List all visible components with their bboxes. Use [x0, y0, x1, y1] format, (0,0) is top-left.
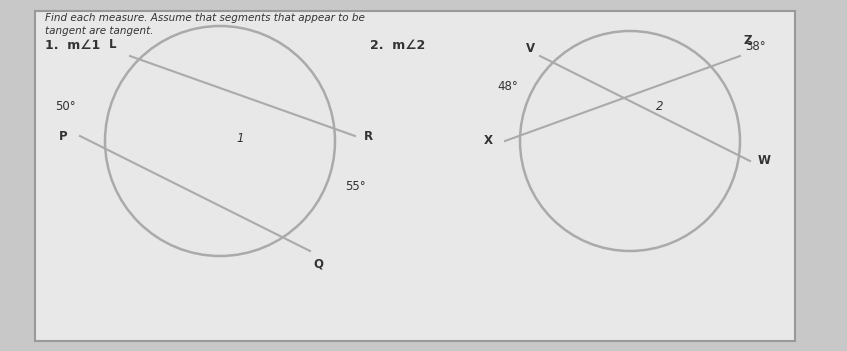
Text: L: L: [109, 39, 117, 52]
Text: 50°: 50°: [55, 99, 75, 113]
Text: 1: 1: [236, 132, 244, 145]
Text: 1.  m∠1: 1. m∠1: [45, 39, 100, 52]
Bar: [35, 11, 795, 341]
Text: 55°: 55°: [345, 179, 365, 192]
Text: W: W: [757, 154, 771, 167]
Text: Find each measure. Assume that segments that appear to be: Find each measure. Assume that segments …: [45, 13, 365, 23]
Text: 2: 2: [656, 99, 664, 113]
Text: Q: Q: [313, 258, 323, 271]
Text: 48°: 48°: [498, 79, 518, 93]
Text: X: X: [484, 134, 492, 147]
Text: Z: Z: [744, 34, 752, 47]
Text: 38°: 38°: [745, 40, 766, 53]
Text: tangent are tangent.: tangent are tangent.: [45, 26, 153, 36]
Text: R: R: [363, 130, 373, 143]
Text: V: V: [525, 41, 534, 54]
Text: 2.  m∠2: 2. m∠2: [370, 39, 425, 52]
Text: P: P: [58, 130, 67, 143]
